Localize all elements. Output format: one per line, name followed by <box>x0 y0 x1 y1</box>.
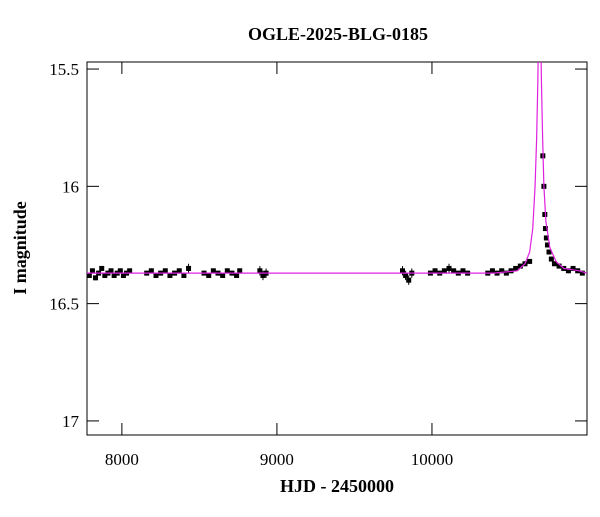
x-tick-label: 10000 <box>411 450 454 469</box>
data-point <box>117 268 123 274</box>
data-point <box>260 272 266 278</box>
plot-area <box>87 62 587 285</box>
y-tick-label: 15.5 <box>49 60 79 79</box>
y-tick-label: 16 <box>62 177 79 196</box>
data-point <box>167 272 173 278</box>
data-point <box>527 258 533 264</box>
chart-title: OGLE-2025-BLG-0185 <box>248 24 428 44</box>
data-point <box>237 268 243 274</box>
data-point <box>579 270 585 276</box>
data-point <box>542 211 548 217</box>
data-point <box>111 272 117 278</box>
data-point <box>127 268 133 274</box>
data-point <box>432 268 438 274</box>
data-point <box>551 261 557 267</box>
data-point <box>548 256 554 262</box>
data-point <box>556 263 562 269</box>
data-point <box>220 272 226 278</box>
data-point <box>148 268 154 274</box>
data-point <box>87 272 92 278</box>
data-point <box>210 268 216 274</box>
y-tick-label: 17 <box>62 412 80 431</box>
data-point <box>499 268 505 274</box>
data-point <box>400 268 406 274</box>
data-point <box>542 226 548 232</box>
data-point <box>460 268 466 274</box>
data-point <box>234 272 240 278</box>
model-curve <box>87 62 587 274</box>
data-point <box>162 268 168 274</box>
x-tick-label: 8000 <box>105 450 139 469</box>
data-point <box>546 249 552 255</box>
data-point <box>508 268 514 274</box>
y-axis-label: I magnitude <box>10 201 30 295</box>
data-point <box>451 268 457 274</box>
data-point <box>120 272 126 278</box>
data-point <box>565 268 571 274</box>
x-axis-label: HJD - 2450000 <box>280 476 394 496</box>
data-point <box>206 272 212 278</box>
y-tick-label: 16.5 <box>49 295 79 314</box>
data-point <box>406 277 412 283</box>
data-point <box>489 268 495 274</box>
data-point <box>403 272 409 278</box>
data-point <box>441 268 447 274</box>
data-point <box>99 265 105 271</box>
data-point <box>503 270 509 276</box>
data-point <box>93 275 99 281</box>
data-point <box>224 268 230 274</box>
x-tick-label: 9000 <box>260 450 294 469</box>
data-point <box>570 265 576 271</box>
data-point <box>544 242 550 248</box>
data-point <box>186 265 192 271</box>
data-point <box>108 268 114 274</box>
data-point <box>543 235 549 241</box>
data-point <box>257 268 263 274</box>
data-point <box>102 272 108 278</box>
data-point <box>517 263 523 269</box>
data-point <box>153 272 159 278</box>
data-point <box>446 265 452 271</box>
data-point <box>513 265 519 271</box>
plot-frame <box>86 61 588 436</box>
data-point <box>89 268 95 274</box>
data-point <box>181 272 187 278</box>
data-point <box>176 268 182 274</box>
